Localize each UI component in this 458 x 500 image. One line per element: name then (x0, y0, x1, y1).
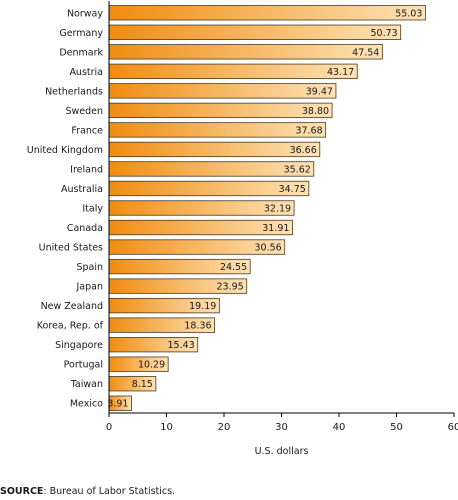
source-text: : Bureau of Labor Statistics. (43, 486, 176, 497)
value-label: 39.47 (306, 86, 333, 97)
category-label: Ireland (70, 164, 103, 175)
category-label: Netherlands (45, 86, 103, 97)
value-label: 36.66 (290, 145, 317, 156)
category-label: New Zealand (41, 301, 103, 312)
x-tick-label: 10 (160, 422, 173, 433)
value-label: 32.19 (264, 204, 291, 215)
value-label: 3.91 (107, 399, 128, 410)
value-label: 55.03 (395, 8, 422, 19)
value-label: 47.54 (352, 47, 379, 58)
source-label: SOURCE (0, 486, 44, 497)
bar (108, 5, 426, 21)
category-label: Mexico (70, 399, 103, 410)
value-label: 34.75 (279, 184, 306, 195)
value-label: 31.91 (262, 223, 289, 234)
category-label: Norway (67, 8, 103, 19)
x-axis: 0 10 20 30 40 50 60 (106, 1, 458, 433)
category-label: Taiwan (70, 379, 103, 390)
category-label: United States (39, 243, 103, 254)
category-label: Canada (67, 223, 103, 234)
category-label: Austria (69, 67, 103, 78)
category-label: Italy (82, 204, 103, 215)
value-label: 30.56 (255, 243, 282, 254)
category-label: Singapore (55, 340, 103, 351)
category-label: United Kingdom (27, 145, 103, 156)
x-tick-label: 60 (448, 422, 458, 433)
category-label: Denmark (59, 47, 103, 58)
value-label: 37.68 (295, 125, 322, 136)
category-label: Spain (76, 262, 103, 273)
bar-chart: Norway Germany Denmark Austria Netherlands Sw… (27, 1, 458, 457)
category-label: Japan (76, 282, 104, 293)
x-axis-title: U.S. dollars (255, 446, 309, 457)
bar (108, 44, 383, 60)
x-tick-label: 0 (106, 422, 112, 433)
value-label: 8.15 (132, 379, 153, 390)
category-labels: Norway Germany Denmark Austria Netherlands Sw… (27, 8, 104, 409)
category-label: Germany (59, 28, 103, 39)
category-label: Sweden (65, 106, 103, 117)
bar (108, 24, 402, 40)
bar (108, 122, 327, 138)
category-label: Australia (61, 184, 103, 195)
value-label: 38.80 (302, 106, 329, 117)
bar (108, 63, 358, 79)
value-label: 24.55 (220, 262, 247, 273)
value-label: 50.73 (370, 28, 397, 39)
value-labels: 55.03 50.73 47.54 43.17 39.47 38.80 37.68 36.66… (107, 8, 422, 409)
value-label: 10.29 (138, 360, 165, 371)
x-tick-label: 20 (218, 422, 231, 433)
value-label: 43.17 (327, 67, 354, 78)
source-note: SOURCE: Bureau of Labor Statistics. (0, 486, 175, 497)
x-tick-label: 40 (333, 422, 346, 433)
category-label: France (71, 125, 103, 136)
bar (108, 141, 321, 158)
value-label: 19.19 (189, 301, 216, 312)
value-label: 23.95 (217, 282, 244, 293)
x-tick-label: 50 (390, 422, 403, 433)
x-tick-label: 30 (275, 422, 288, 433)
category-label: Korea, Rep. of (37, 321, 104, 332)
bar (108, 102, 333, 119)
value-label: 18.36 (184, 321, 211, 332)
value-label: 15.43 (168, 340, 195, 351)
category-label: Portugal (64, 360, 103, 371)
value-label: 35.62 (284, 164, 311, 175)
bar (108, 83, 337, 99)
